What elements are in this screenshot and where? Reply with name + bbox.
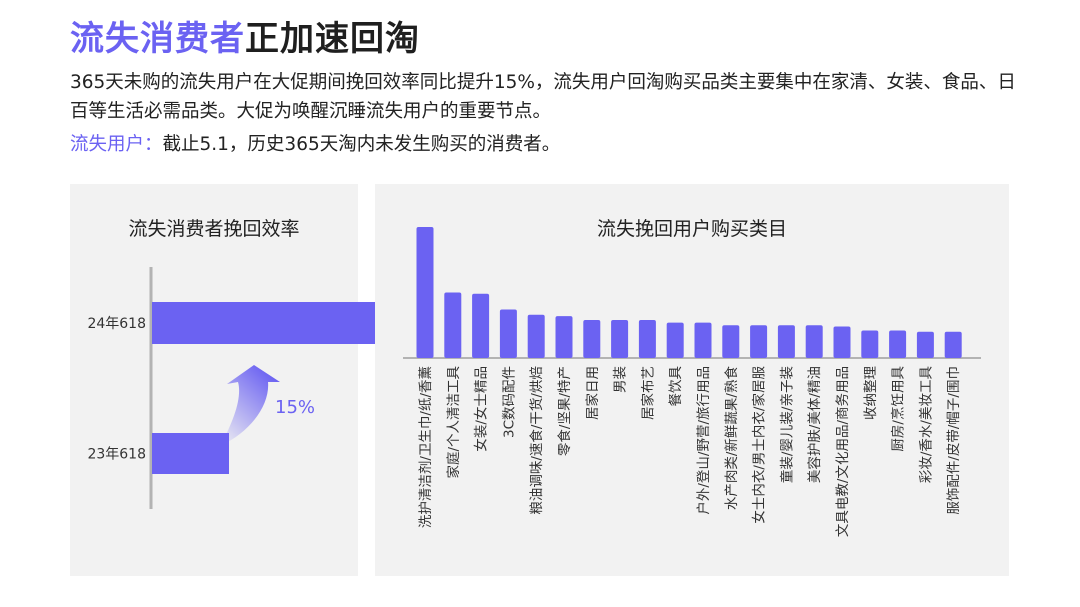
recovery-category-label: 23年618 (87, 447, 146, 463)
category-label: 童装/婴儿装/亲子装 (778, 366, 795, 483)
title-rest: 正加速回淘 (245, 19, 420, 59)
category-label: 文具电教/文化用品/商务用品 (835, 366, 851, 537)
growth-arrow-icon (220, 365, 280, 446)
note-text: 截止5.1，历史365天淘内未发生购买的消费者。 (162, 134, 561, 155)
recovery-bar (152, 433, 229, 474)
category-bar (638, 320, 656, 358)
category-label: 女装/女士精品 (473, 366, 490, 452)
category-bar (499, 309, 517, 358)
note-label: 流失用户： (70, 134, 163, 155)
category-bar (583, 320, 601, 358)
category-bar (805, 325, 823, 358)
category-bar (472, 293, 490, 358)
category-bar (944, 331, 962, 358)
category-bar (555, 316, 573, 358)
category-bar (861, 330, 879, 358)
definition-note: 流失用户：截止5.1，历史365天淘内未发生购买的消费者。 (70, 130, 560, 159)
category-bar (750, 325, 768, 358)
category-bar (666, 322, 684, 358)
category-bar (833, 326, 851, 358)
category-label: 居家日用 (584, 366, 601, 420)
category-label: 餐饮具 (668, 366, 684, 407)
category-label: 居家布艺 (639, 366, 656, 420)
category-label: 水产肉类/新鲜蔬果/熟食 (723, 366, 740, 511)
category-label: 洗护清洁剂/卫生巾/纸/香薰 (418, 366, 434, 528)
category-bar (722, 325, 740, 358)
recovery-chart-title: 流失消费者挽回效率 (128, 218, 300, 240)
growth-annotation: 15% (275, 397, 315, 418)
description: 365天未购的流失用户在大促期间挽回效率同比提升15%，流失用户回淘购买品类主要… (70, 72, 1016, 122)
category-panel: 流失挽回用户购买类目 洗护清洁剂/卫生巾/纸/香薰 家庭/个人清洁工具 女装/女士精… (375, 184, 1009, 576)
recovery-category-label: 24年618 (87, 316, 146, 332)
category-label: 美容护肤/美体/精油 (806, 366, 823, 483)
category-label: 厨房/烹饪用具 (890, 366, 907, 452)
category-bar (611, 320, 629, 358)
category-bar (444, 292, 462, 358)
category-chart-title: 流失挽回用户购买类目 (596, 218, 787, 240)
category-label: 家庭/个人清洁工具 (445, 366, 462, 479)
recovery-efficiency-panel: 流失消费者挽回效率 24年618 23年618 15% (70, 184, 376, 576)
category-label: 粮油调味/速食/干货/烘焙 (528, 366, 545, 515)
category-label: 3C数码配件 (501, 366, 517, 438)
recovery-chart: 24年618 23年618 15% (87, 267, 376, 509)
category-chart: 洗护清洁剂/卫生巾/纸/香薰 家庭/个人清洁工具 女装/女士精品 3C数码配件 粮油调味… (403, 227, 981, 537)
recovery-bar (152, 302, 376, 344)
category-bar (777, 325, 795, 358)
category-label: 服饰配件/皮带/帽子/围巾 (946, 366, 962, 515)
category-bar (916, 331, 934, 358)
title-accent: 流失消费者 (70, 19, 245, 59)
category-bar (527, 314, 545, 358)
category-bar (694, 322, 712, 358)
category-bar (416, 227, 434, 358)
category-label: 女士内衣/男士内衣/家居服 (751, 366, 768, 524)
category-bar (889, 330, 907, 358)
category-label: 户外/登山/野营/旅行用品 (695, 366, 712, 515)
category-label: 彩妆/香水/美妆工具 (918, 366, 934, 483)
page-title: 流失消费者正加速回淘 (70, 16, 420, 62)
category-label: 男装 (613, 366, 629, 393)
category-label: 收纳整理 (863, 366, 879, 420)
category-label: 零食/坚果/特产 (556, 366, 573, 456)
